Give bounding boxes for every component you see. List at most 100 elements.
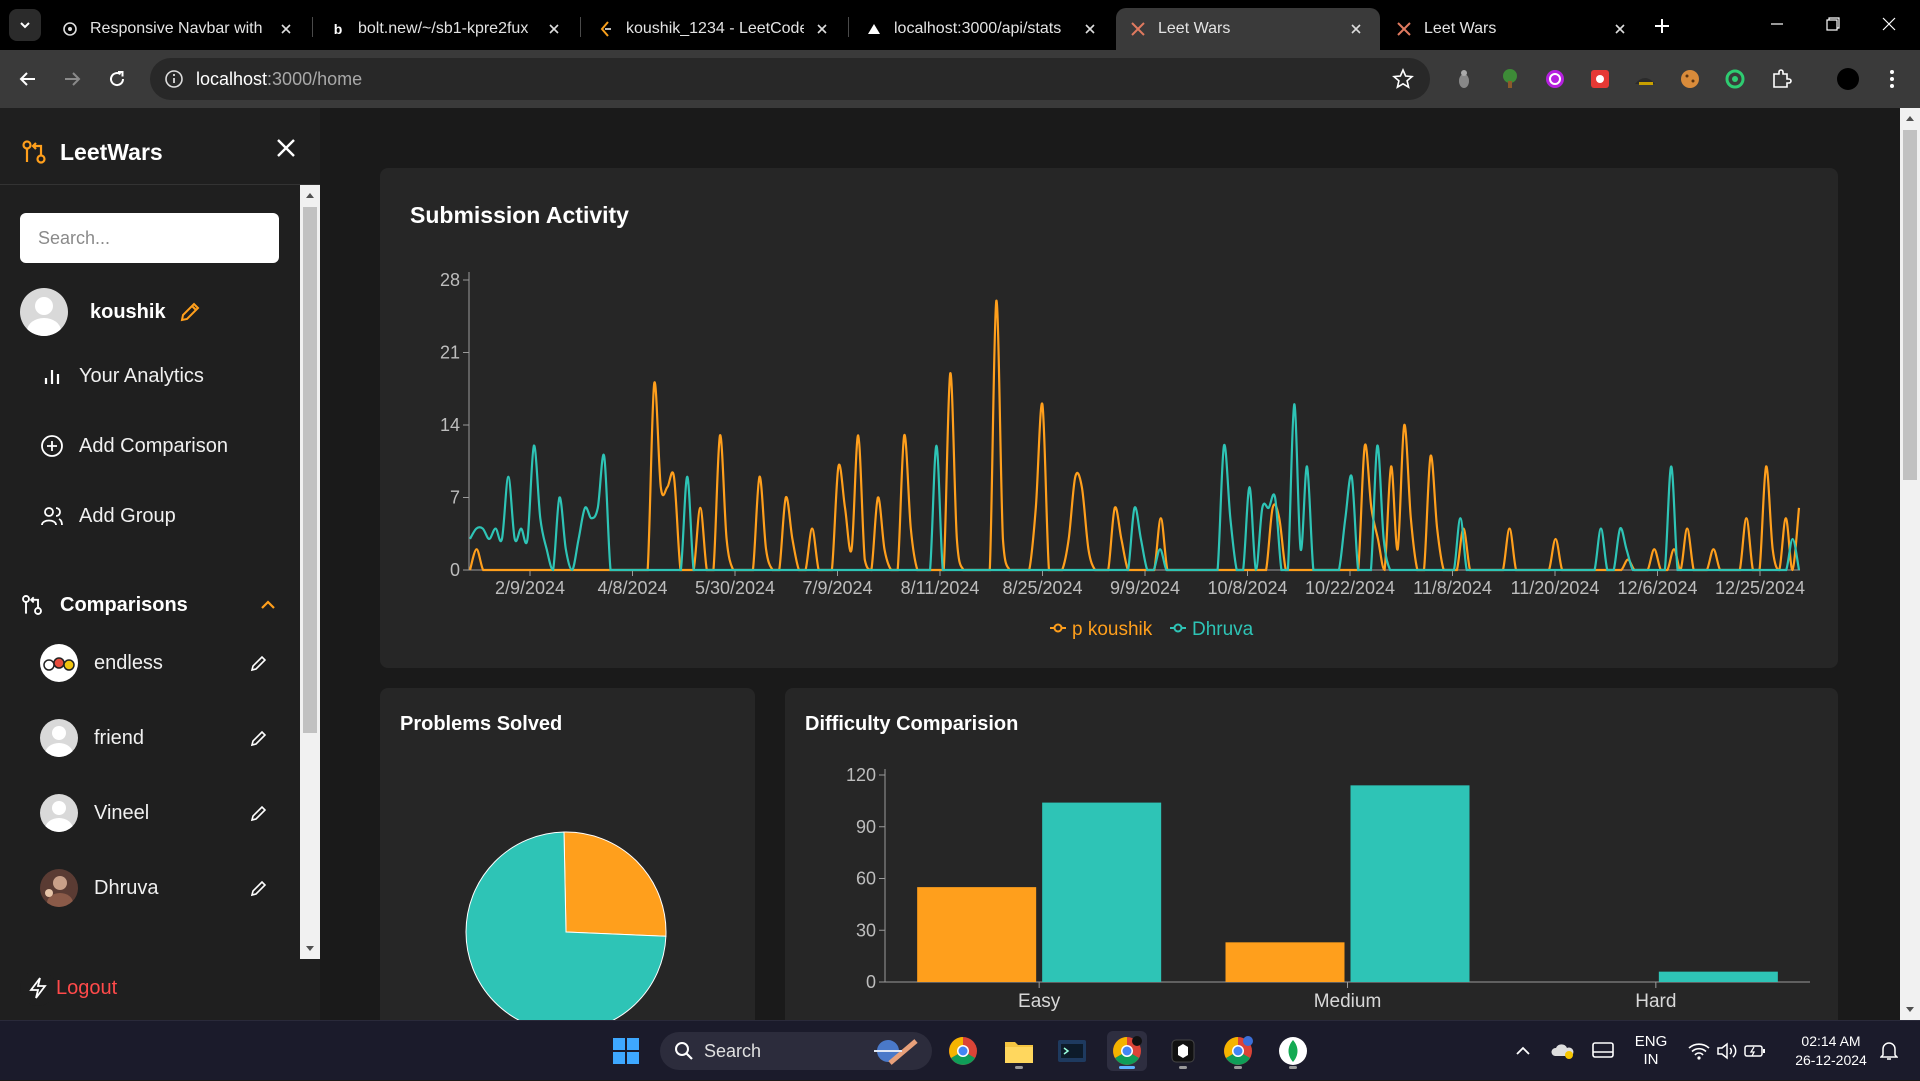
arrow-left-icon <box>19 72 35 86</box>
scrollbar-thumb[interactable] <box>1903 130 1917 480</box>
logout-button[interactable]: Logout <box>20 968 117 1008</box>
browser-tab[interactable]: Responsive Navbar with Ha <box>48 8 310 50</box>
browser-menu-icon[interactable] <box>1880 67 1904 91</box>
comparison-item-vineel[interactable]: Vineel <box>40 791 270 835</box>
difficulty-bar-chart: 0 30 60 90 120 Easy Medium Hard <box>846 765 1810 1012</box>
scroll-up-arrow-icon[interactable] <box>305 191 315 199</box>
chevron-up-icon <box>1516 1046 1530 1055</box>
onedrive-tray-icon[interactable] <box>1548 1021 1578 1081</box>
extension-hat-icon[interactable] <box>1633 67 1657 91</box>
plus-icon <box>1655 19 1669 33</box>
extension-green-ring-icon[interactable] <box>1723 67 1747 91</box>
logout-label: Logout <box>56 976 118 999</box>
tab-search-button[interactable] <box>9 9 41 41</box>
wifi-icon[interactable] <box>1684 1021 1714 1081</box>
legend-label: Dhruva <box>1192 619 1254 640</box>
y-tick-label: 14 <box>440 415 460 435</box>
restore-button[interactable] <box>1810 8 1856 40</box>
edit-pencil-icon[interactable] <box>248 727 270 749</box>
site-info-icon[interactable] <box>164 69 184 89</box>
edit-pencil-icon[interactable] <box>248 877 270 899</box>
forward-button[interactable] <box>56 63 88 95</box>
extension-red-icon[interactable] <box>1588 67 1612 91</box>
extension-purple-icon[interactable] <box>1543 67 1567 91</box>
page-scrollbar[interactable] <box>1900 108 1920 1020</box>
brand[interactable]: LeetWars <box>20 132 163 172</box>
language-indicator[interactable]: ENG IN <box>1626 1021 1676 1081</box>
scrollbar-thumb[interactable] <box>303 207 317 733</box>
profile-avatar-icon[interactable] <box>1836 67 1860 91</box>
address-bar[interactable]: localhost:3000/home <box>150 58 1430 100</box>
start-button[interactable] <box>606 1031 646 1071</box>
x-tick-label: 7/9/2024 <box>802 578 872 598</box>
taskbar-app[interactable] <box>1163 1031 1203 1071</box>
user-profile[interactable]: koushik <box>20 287 202 337</box>
y-tick-label: 0 <box>866 972 876 992</box>
comparison-item-friend[interactable]: friend <box>40 716 270 760</box>
section-title: Comparisons <box>60 593 188 616</box>
edit-pencil-icon[interactable] <box>248 802 270 824</box>
y-tick-label: 0 <box>450 560 460 580</box>
bolt-icon: b <box>333 21 343 37</box>
new-tab-button[interactable] <box>1648 12 1676 40</box>
browser-tab[interactable]: b bolt.new/~/sb1-kpre2fux <box>316 8 578 50</box>
tab-separator <box>848 17 849 37</box>
extensions-puzzle-icon[interactable] <box>1769 67 1793 91</box>
scroll-up-arrow-icon[interactable] <box>1905 114 1915 122</box>
display-tray-icon[interactable] <box>1588 1021 1618 1081</box>
tray-overflow-button[interactable] <box>1508 1021 1538 1081</box>
close-tab-icon[interactable] <box>276 19 296 39</box>
taskbar-mongodb[interactable] <box>1273 1031 1313 1071</box>
restore-icon <box>1826 17 1840 31</box>
menu-add-comparison[interactable]: Add Comparison <box>40 431 228 461</box>
extension-puppet-icon[interactable] <box>1452 67 1476 91</box>
notifications-icon[interactable] <box>1874 1021 1904 1081</box>
close-window-button[interactable] <box>1866 8 1912 40</box>
close-icon <box>1882 17 1896 31</box>
close-tab-icon[interactable] <box>812 19 832 39</box>
taskbar-terminal-app[interactable] <box>1052 1031 1092 1071</box>
browser-tab[interactable]: localhost:3000/api/stats <box>852 8 1114 50</box>
url-path: :3000/home <box>267 68 363 89</box>
scroll-down-arrow-icon[interactable] <box>1905 1006 1915 1014</box>
menu-add-group[interactable]: Add Group <box>40 501 176 531</box>
taskbar-chrome-active[interactable] <box>1107 1031 1147 1071</box>
close-tab-icon[interactable] <box>1080 19 1100 39</box>
taskbar-chrome-profile[interactable] <box>1218 1031 1258 1071</box>
close-sidebar-button[interactable] <box>272 134 300 162</box>
git-compare-icon <box>22 595 42 615</box>
scroll-down-arrow-icon[interactable] <box>305 945 315 953</box>
close-tab-icon[interactable] <box>544 19 564 39</box>
reload-button[interactable] <box>101 63 133 95</box>
taskbar-search[interactable]: Search <box>660 1032 932 1070</box>
edit-pencil-icon[interactable] <box>178 300 202 324</box>
search-input[interactable]: Search... <box>20 213 279 263</box>
taskbar-chrome[interactable] <box>943 1031 983 1071</box>
comparisons-header[interactable]: Comparisons <box>20 590 280 620</box>
menu-label: Your Analytics <box>79 364 204 387</box>
chevron-up-icon[interactable] <box>256 593 280 617</box>
minimize-button[interactable] <box>1754 8 1800 40</box>
submission-line-chart: 0 7 14 21 28 2/9/2024 4/8/2024 5/30/2024 7/9/202… <box>440 270 1805 640</box>
menu-your-analytics[interactable]: Your Analytics <box>40 361 204 391</box>
close-tab-icon[interactable] <box>1346 19 1366 39</box>
browser-tab-active[interactable]: Leet Wars <box>1116 8 1380 50</box>
back-button[interactable] <box>12 63 44 95</box>
comparison-item-dhruva[interactable]: Dhruva <box>40 866 270 910</box>
bookmark-star-icon[interactable] <box>1392 68 1414 90</box>
browser-tab[interactable]: koushik_1234 - LeetCode P <box>584 8 846 50</box>
extension-tree-icon[interactable] <box>1498 67 1522 91</box>
sidebar-scrollbar[interactable] <box>300 185 320 959</box>
tab-title: koushik_1234 - LeetCode P <box>626 20 804 37</box>
comparison-item-endless[interactable]: endless <box>40 641 270 685</box>
volume-icon[interactable] <box>1712 1021 1742 1081</box>
battery-icon[interactable] <box>1740 1021 1770 1081</box>
extension-cookie-icon[interactable] <box>1678 67 1702 91</box>
browser-tab[interactable]: Leet Wars <box>1382 8 1644 50</box>
problems-solved-card: Problems Solved <box>380 688 755 1020</box>
taskbar-file-explorer[interactable] <box>999 1031 1039 1071</box>
clock[interactable]: 02:14 AM 26-12-2024 <box>1775 1021 1887 1081</box>
leetwars-favicon-icon <box>1396 21 1412 37</box>
edit-pencil-icon[interactable] <box>248 652 270 674</box>
close-tab-icon[interactable] <box>1610 19 1630 39</box>
